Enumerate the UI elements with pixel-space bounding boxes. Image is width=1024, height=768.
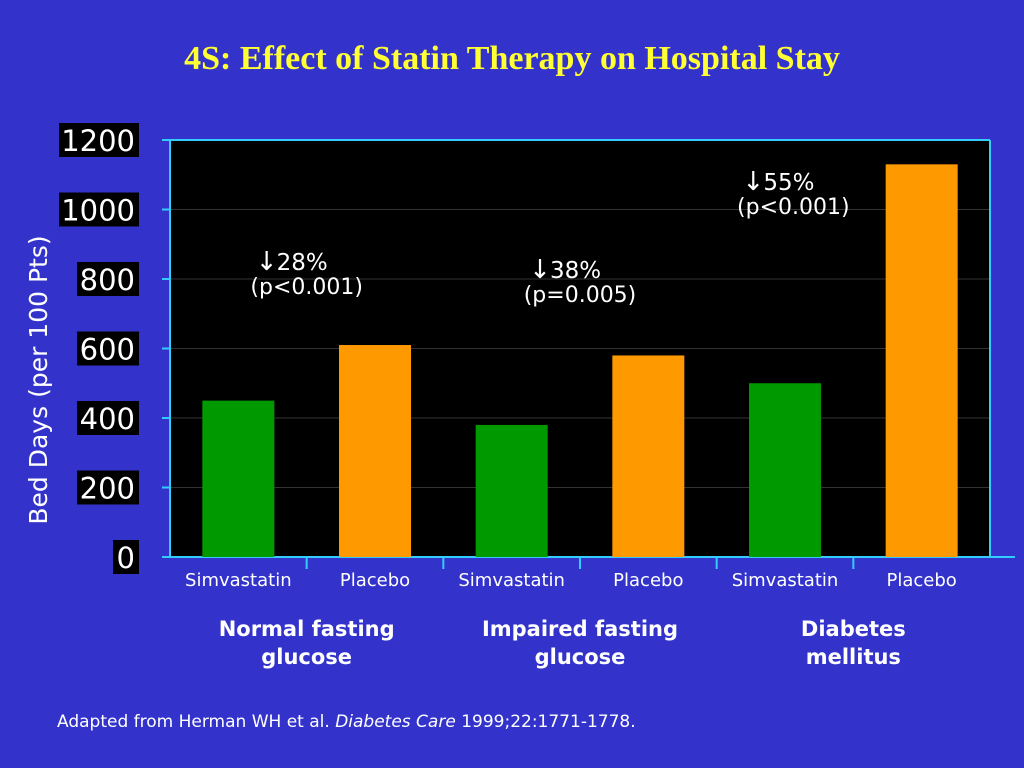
group-label: Diabetes — [801, 617, 906, 641]
citation-footnote: Adapted from Herman WH et al. Diabetes C… — [57, 712, 636, 732]
group-label: Impaired fasting — [482, 617, 678, 641]
y-tick-label-bg — [77, 262, 139, 296]
p-value: (p<0.001) — [250, 275, 363, 300]
reduction-arrow: ↓ — [742, 167, 764, 197]
citation-journal: Diabetes Care — [335, 712, 456, 732]
citation-prefix: Adapted from Herman WH et al. — [57, 712, 336, 732]
group-label: Normal fasting — [219, 617, 395, 641]
group-label: glucose — [261, 645, 352, 669]
reduction-percent: 55% — [763, 170, 814, 196]
bar — [612, 355, 685, 557]
bar — [339, 345, 411, 557]
p-value: (p<0.001) — [737, 195, 850, 220]
reduction-percent: 38% — [550, 258, 601, 284]
bar — [749, 383, 821, 557]
y-tick-label: 1200 — [61, 124, 135, 158]
bar — [202, 400, 275, 557]
y-tick-label: 600 — [80, 333, 135, 367]
x-tick-label: Simvastatin — [458, 570, 565, 591]
y-tick-label-bg — [77, 331, 139, 366]
y-tick-label-bg — [59, 123, 139, 157]
citation-suffix: 1999;22:1771-1778. — [455, 712, 636, 732]
y-tick-label-bg — [59, 192, 139, 227]
reduction-percent: 28% — [277, 250, 328, 276]
group-label: glucose — [535, 645, 626, 669]
p-value: (p=0.005) — [524, 283, 637, 308]
reduction-arrow: ↓ — [256, 247, 278, 277]
x-tick-label: Simvastatin — [732, 570, 839, 591]
y-tick-label: 0 — [117, 541, 135, 575]
x-tick-label: Placebo — [613, 570, 683, 591]
y-axis-title: Bed Days (per 100 Pts) — [24, 235, 53, 524]
x-tick-label: Placebo — [887, 570, 957, 591]
bar — [475, 424, 548, 557]
reduction-arrow: ↓ — [529, 255, 551, 285]
y-tick-label: 400 — [80, 402, 135, 436]
y-tick-label-bg — [77, 401, 139, 435]
y-tick-label-bg — [113, 540, 139, 574]
y-tick-label: 800 — [80, 263, 135, 297]
x-tick-label: Placebo — [340, 570, 410, 591]
bar — [885, 164, 958, 557]
x-tick-label: Simvastatin — [185, 570, 292, 591]
y-tick-label: 1000 — [61, 194, 135, 228]
slide-title: 4S: Effect of Statin Therapy on Hospital… — [184, 40, 840, 77]
y-tick-label-bg — [77, 470, 139, 505]
group-label: mellitus — [806, 645, 901, 669]
y-tick-label: 200 — [80, 472, 135, 506]
